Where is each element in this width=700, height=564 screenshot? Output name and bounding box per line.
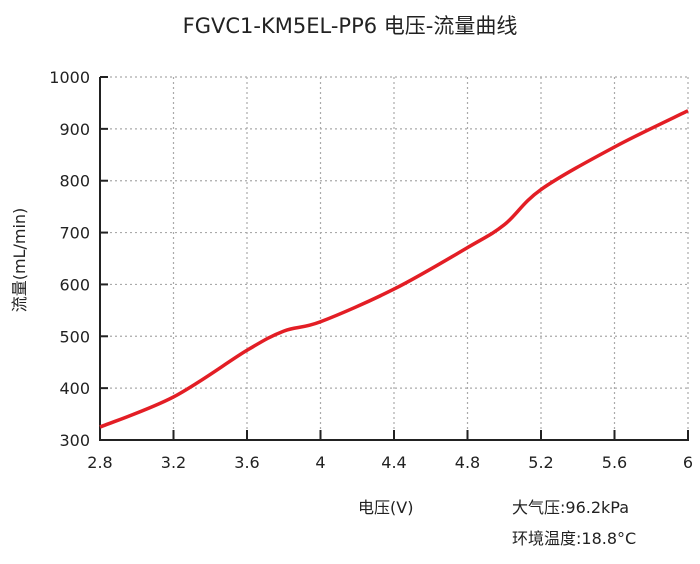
pressure-note: 大气压:96.2kPa: [512, 498, 630, 517]
x-tick-label: 3.6: [234, 453, 259, 472]
y-axis-label: 流量(mL/min): [10, 207, 29, 313]
y-tick-label: 1000: [49, 68, 90, 87]
y-tick-label: 700: [59, 224, 90, 243]
x-tick-label: 3.2: [161, 453, 186, 472]
flow-curve: [99, 109, 689, 429]
x-tick-label: 2.8: [87, 453, 112, 472]
y-tick-label: 400: [59, 379, 90, 398]
x-tick-label: 4: [315, 453, 325, 472]
x-tick-label: 5.6: [602, 453, 627, 472]
chart-title: FGVC1-KM5EL-PP6 电压-流量曲线: [182, 14, 518, 38]
y-tick-label: 900: [59, 120, 90, 139]
x-tick-label: 6: [683, 453, 693, 472]
x-axis-label: 电压(V): [358, 498, 414, 517]
x-tick-label: 4.8: [455, 453, 480, 472]
y-tick-label: 600: [59, 275, 90, 294]
x-tick-label: 5.2: [528, 453, 553, 472]
y-tick-label: 800: [59, 172, 90, 191]
temperature-note: 环境温度:18.8°C: [512, 529, 637, 548]
y-tick-label: 300: [59, 431, 90, 450]
x-tick-label: 4.4: [381, 453, 406, 472]
y-tick-label: 500: [59, 327, 90, 346]
